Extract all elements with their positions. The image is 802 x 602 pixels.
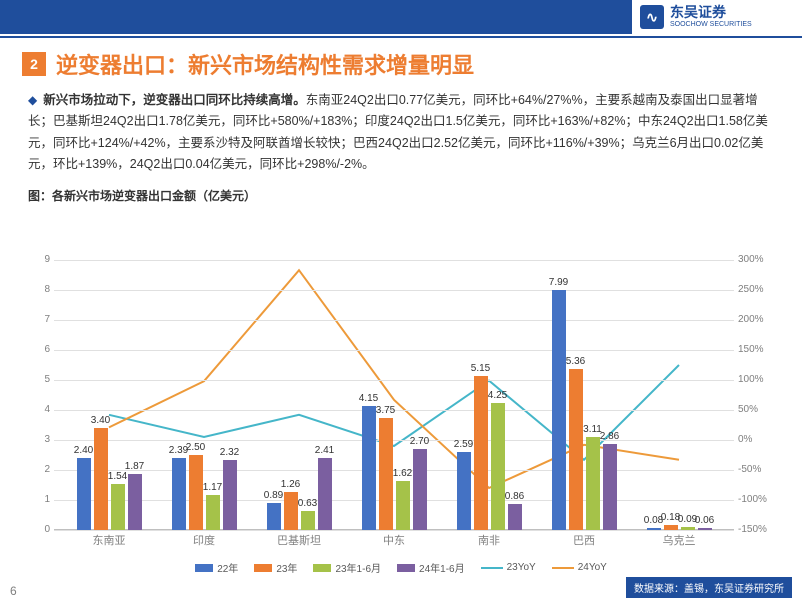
bar (413, 449, 427, 530)
bar (172, 458, 186, 530)
section-title: 2 逆变器出口：新兴市场结构性需求增量明显 (0, 38, 802, 86)
bar (77, 458, 91, 530)
bar-value: 2.32 (220, 447, 239, 458)
legend-item: 24年1-6月 (397, 560, 465, 575)
legend-item: 23年1-6月 (313, 560, 381, 575)
bar-value: 2.86 (600, 431, 619, 442)
line-overlay (54, 260, 734, 530)
x-category: 印度 (193, 532, 215, 548)
logo-icon: ∿ (640, 5, 664, 29)
bar (379, 418, 393, 531)
bar (94, 428, 108, 530)
chart-title: 图：各新兴市场逆变器出口金额（亿美元） (0, 179, 802, 206)
section-title-text: 逆变器出口：新兴市场结构性需求增量明显 (56, 48, 474, 80)
bar-value: 0.86 (505, 491, 524, 502)
bullet-icon: ◆ (28, 93, 37, 107)
bar-value: 0.63 (298, 498, 317, 509)
bar-value: 1.54 (108, 471, 127, 482)
bar-value: 1.87 (125, 461, 144, 472)
bar (569, 369, 583, 530)
legend-item: 23YoY (481, 560, 536, 575)
x-category: 中东 (383, 532, 405, 548)
bar-value: 1.62 (393, 468, 412, 479)
plot-area: 2.403.401.541.872.392.501.172.320.891.26… (54, 260, 734, 530)
bar (586, 437, 600, 530)
bar (552, 290, 566, 530)
page-number: 6 (10, 584, 17, 598)
x-category: 乌克兰 (663, 532, 696, 548)
logo-text-en: SOOCHOW SECURITIES (670, 21, 752, 29)
bar (284, 492, 298, 530)
bar (206, 495, 220, 530)
bar-value: 4.25 (488, 390, 507, 401)
legend-swatch (397, 564, 415, 572)
bar (362, 406, 376, 531)
bar-value: 1.26 (281, 479, 300, 490)
paragraph: ◆新兴市场拉动下，逆变器出口同环比持续高增。东南亚24Q2出口0.77亿美元，同… (0, 86, 802, 179)
bar-value: 2.41 (315, 445, 334, 456)
legend-swatch (313, 564, 331, 572)
bar-value: 3.40 (91, 415, 110, 426)
section-number: 2 (22, 52, 46, 76)
legend-line (552, 567, 574, 569)
bar (128, 474, 142, 530)
header-bar: ∿ 东吴证券 SOOCHOW SECURITIES (0, 0, 802, 34)
legend-item: 23年 (254, 560, 297, 575)
x-category: 巴西 (573, 532, 595, 548)
bar-value: 5.15 (471, 363, 490, 374)
bar (223, 460, 237, 530)
legend-swatch (254, 564, 272, 572)
x-category: 巴基斯坦 (277, 532, 321, 548)
bar-value: 2.59 (454, 439, 473, 450)
x-category: 东南亚 (93, 532, 126, 548)
logo: ∿ 东吴证券 SOOCHOW SECURITIES (632, 0, 802, 34)
source-label: 数据来源：盖锡，东吴证券研究所 (626, 577, 792, 598)
bar-value: 7.99 (549, 277, 568, 288)
bar-value: 0.06 (695, 515, 714, 526)
bar (474, 376, 488, 531)
bar (603, 444, 617, 530)
bar-value: 5.36 (566, 356, 585, 367)
bar-value: 2.40 (74, 445, 93, 456)
bar (301, 511, 315, 530)
legend: 22年 23年 23年1-6月 24年1-6月 23YoY 24YoY (0, 560, 802, 575)
legend-item: 22年 (195, 560, 238, 575)
logo-text-cn: 东吴证券 (670, 5, 752, 20)
bar (318, 458, 332, 530)
bar (396, 481, 410, 530)
x-axis: 东南亚 印度 巴基斯坦 中东 南非 巴西 乌克兰 (54, 530, 734, 550)
y-axis-right: -150%-100%-50%0%50%100%150%200%250%300% (734, 260, 780, 530)
bar-value: 1.17 (203, 482, 222, 493)
bar-value: 0.89 (264, 490, 283, 501)
y-axis-left: 0123456789 (20, 260, 54, 530)
bar (267, 503, 281, 530)
legend-item: 24YoY (552, 560, 607, 575)
bar (189, 455, 203, 530)
bar-value: 2.50 (186, 442, 205, 453)
bar-value: 3.75 (376, 405, 395, 416)
legend-swatch (195, 564, 213, 572)
bar (491, 403, 505, 531)
paragraph-lead: 新兴市场拉动下，逆变器出口同环比持续高增。 (43, 93, 306, 107)
bar-value: 2.70 (410, 436, 429, 447)
bar (111, 484, 125, 530)
chart: 0123456789 2.403.401.541.872.392.501.172… (20, 260, 780, 560)
legend-line (481, 567, 503, 569)
bar (508, 504, 522, 530)
bar-value: 4.15 (359, 393, 378, 404)
bar (457, 452, 471, 530)
x-category: 南非 (478, 532, 500, 548)
